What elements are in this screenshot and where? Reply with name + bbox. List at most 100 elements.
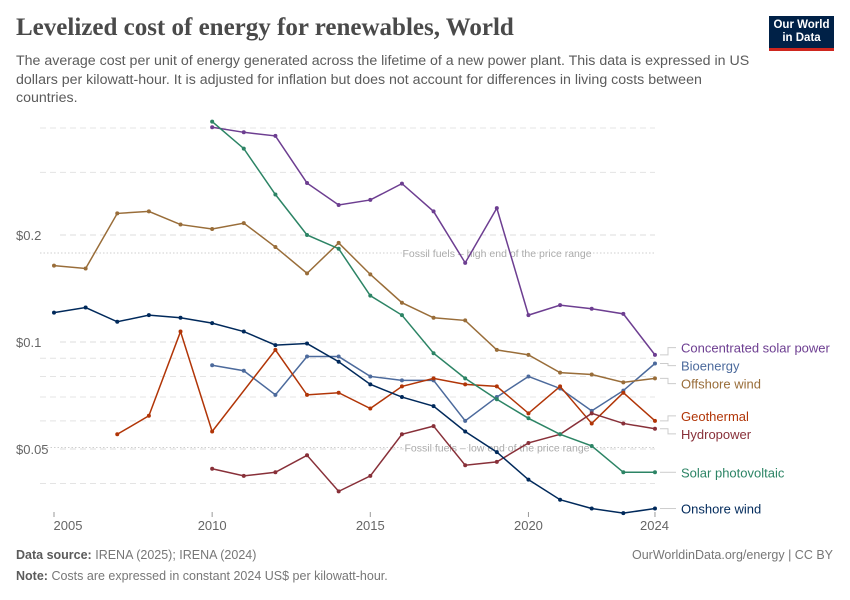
data-point [463, 260, 468, 265]
data-point [336, 246, 341, 251]
data-point [652, 376, 657, 381]
data-point [494, 384, 499, 389]
data-point [494, 450, 499, 455]
data-point [621, 380, 626, 385]
data-point [431, 404, 436, 409]
data-point [558, 384, 563, 389]
data-point [305, 354, 310, 359]
reference-line-label: Fossil fuels – low end of the price rang… [404, 442, 589, 454]
data-point [210, 466, 215, 471]
data-point [336, 202, 341, 207]
series-line-onshore-wind [53, 306, 656, 514]
data-point [305, 233, 310, 237]
data-point [463, 429, 468, 434]
data-point [431, 376, 436, 381]
data-point [526, 440, 531, 445]
data-point [115, 319, 120, 324]
chart-title: Levelized cost of energy for renewables,… [16, 14, 514, 41]
data-point [589, 372, 594, 377]
data-point [652, 352, 657, 357]
note: Note: Costs are expressed in constant 20… [16, 569, 388, 583]
data-point [526, 313, 531, 318]
x-tick-label: 2015 [356, 518, 385, 533]
logo-line1: Our World [773, 19, 830, 31]
data-point [652, 506, 657, 511]
data-point [305, 453, 310, 458]
data-point [463, 463, 468, 468]
x-tick-label: 2020 [514, 518, 543, 533]
data-point [273, 343, 278, 348]
legend-connector [660, 362, 676, 367]
data-point [368, 374, 373, 379]
legend-label: Onshore wind [681, 502, 761, 517]
data-point [305, 271, 310, 276]
data-point [368, 272, 373, 277]
data-point [305, 392, 310, 397]
data-point [494, 206, 499, 211]
data-point [652, 470, 657, 475]
reference-line-label: Fossil fuels – high end of the price ran… [402, 248, 591, 260]
data-point [399, 181, 404, 186]
legend-label: Concentrated solar power [681, 341, 831, 356]
data-source: Data source: IRENA (2025); IRENA (2024) [16, 548, 256, 562]
data-point [431, 424, 436, 429]
data-point [558, 370, 563, 375]
series-line-concentrated-solar-power [212, 126, 656, 356]
data-point [526, 416, 531, 421]
data-point [526, 477, 531, 482]
data-point [273, 470, 278, 475]
data-point [652, 361, 657, 366]
data-point [305, 341, 310, 346]
y-tick-label: $0.2 [16, 228, 41, 243]
data-point [399, 300, 404, 305]
data-point [52, 263, 56, 268]
data-point [558, 497, 563, 502]
data-point [589, 306, 594, 311]
data-point [336, 354, 341, 359]
data-point [431, 315, 436, 320]
data-point [652, 426, 657, 431]
data-point [336, 489, 341, 494]
data-point [368, 473, 373, 478]
data-point [589, 421, 594, 426]
data-point [146, 413, 151, 418]
data-point [336, 390, 341, 395]
data-point [494, 347, 499, 352]
data-point [494, 459, 499, 464]
series-line-bioenergy [212, 355, 656, 422]
data-point [241, 329, 246, 334]
data-point [83, 305, 88, 310]
data-point [526, 374, 531, 379]
series-line-geothermal [116, 329, 656, 435]
x-tick-label: 2010 [198, 518, 227, 533]
data-point [273, 245, 278, 250]
data-point [463, 376, 468, 381]
note-text: Costs are expressed in constant 2024 US$… [51, 569, 388, 583]
data-point [589, 443, 594, 448]
x-tick-label: 2005 [54, 518, 83, 533]
data-point [558, 303, 563, 308]
data-point [589, 411, 594, 416]
legend-label: Hydropower [681, 427, 752, 442]
credit-link[interactable]: OurWorldinData.org/energy | CC BY [631, 548, 833, 562]
source-text[interactable]: IRENA (2025); IRENA (2024) [95, 548, 257, 562]
legend-label: Geothermal [681, 409, 749, 424]
y-tick-label: $0.05 [16, 442, 49, 457]
data-point [463, 318, 468, 323]
data-point [273, 347, 278, 352]
logo-line2: in Data [782, 32, 821, 44]
owid-logo[interactable]: Our World in Data [769, 16, 834, 51]
legend-label: Offshore wind [681, 377, 761, 392]
data-point [273, 192, 278, 197]
data-point [210, 125, 215, 130]
data-point [368, 406, 373, 411]
x-tick-label: 2024 [640, 518, 669, 533]
y-tick-label: $0.1 [16, 335, 41, 350]
data-point [621, 311, 626, 316]
chart-subtitle: The average cost per unit of energy gene… [16, 53, 750, 106]
data-point [399, 432, 404, 437]
data-point [241, 146, 246, 151]
data-point [368, 197, 373, 202]
data-point [273, 392, 278, 397]
